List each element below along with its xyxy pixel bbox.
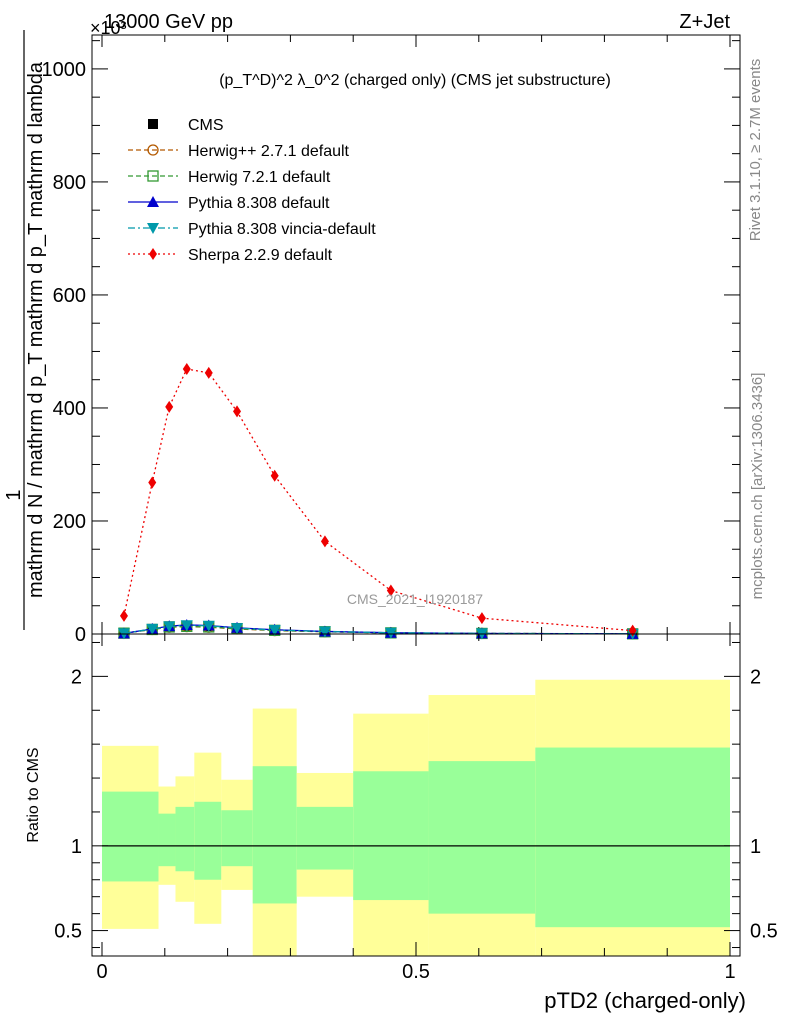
legend-marker bbox=[147, 170, 159, 182]
data-point bbox=[182, 362, 191, 375]
y-tick-label: 800 bbox=[53, 172, 86, 194]
ratio-band-inner bbox=[353, 771, 429, 901]
ratio-axes: 0.5 0.5 1 1 2 2 0 0.5 1 bbox=[54, 634, 778, 983]
ratio-band-inner bbox=[158, 813, 176, 867]
mcplots-label: mcplots.cern.ch [arXiv:1306.3436] bbox=[749, 373, 766, 600]
legend-item: CMS bbox=[148, 117, 224, 134]
legend-marker bbox=[147, 223, 159, 234]
series-pythia-8-308-default bbox=[117, 618, 639, 639]
main-ylabel-numerator: 1 bbox=[3, 489, 25, 500]
legend-marker bbox=[148, 119, 158, 129]
data-point bbox=[163, 621, 176, 633]
data-point bbox=[477, 612, 486, 625]
ratio-band-inner bbox=[535, 747, 730, 928]
data-point bbox=[119, 609, 128, 622]
ratio-band-inner bbox=[102, 791, 159, 882]
plot-title: (p_T^D)^2 λ_0^2 (charged only) (CMS jet … bbox=[219, 72, 611, 89]
x-tick-label: 0.5 bbox=[402, 961, 430, 983]
ratio-y-tick-label: 2 bbox=[71, 666, 82, 688]
y-tick-label: 0 bbox=[75, 624, 86, 646]
ratio-bands bbox=[102, 679, 730, 956]
series-line bbox=[123, 624, 633, 635]
data-point bbox=[204, 366, 213, 379]
data-point bbox=[318, 626, 331, 638]
analysis-watermark: CMS_2021_I1920187 bbox=[347, 591, 483, 607]
rivet-version-label: Rivet 3.1.10, ≥ 2.7M events bbox=[747, 59, 764, 242]
data-point bbox=[202, 620, 215, 632]
xlabel: pTD2 (charged-only) bbox=[544, 988, 746, 1013]
x-tick-label: 0 bbox=[96, 961, 107, 983]
y-tick-label: 400 bbox=[53, 398, 86, 420]
exponent-label: ×10³ bbox=[90, 18, 127, 38]
legend-item: Herwig++ 2.7.1 default bbox=[128, 143, 350, 160]
series-cms bbox=[118, 620, 638, 639]
legend-marker bbox=[149, 248, 157, 260]
process-label: Z+Jet bbox=[679, 11, 730, 33]
main-series-group bbox=[117, 362, 639, 640]
ratio-y-tick-label-right: 1 bbox=[750, 836, 761, 858]
series-herwig-2-7-1-default bbox=[118, 621, 639, 640]
legend-label: Herwig++ 2.7.1 default bbox=[188, 143, 350, 160]
legend-label: CMS bbox=[188, 117, 224, 134]
data-point bbox=[320, 535, 329, 548]
data-point bbox=[148, 476, 157, 489]
legend-item: Pythia 8.308 vincia-default bbox=[128, 221, 376, 238]
data-point bbox=[384, 627, 397, 639]
ratio-band-inner bbox=[296, 806, 354, 870]
legend-item: Pythia 8.308 default bbox=[128, 195, 330, 212]
data-point bbox=[386, 584, 395, 597]
legend-label: Herwig 7.2.1 default bbox=[188, 169, 331, 186]
data-point bbox=[146, 623, 159, 635]
ratio-ylabel: Ratio to CMS bbox=[25, 747, 42, 842]
main-ylabel-denominator: mathrm d N / mathrm d p_T mathrm d p_T m… bbox=[25, 61, 47, 598]
series-sherpa-2-2-9-default bbox=[119, 362, 637, 637]
ratio-y-tick-label: 0.5 bbox=[54, 921, 82, 943]
legend-item: Sherpa 2.2.9 default bbox=[128, 247, 333, 264]
legend: CMS Herwig++ 2.7.1 default Herwig 7.2.1 de… bbox=[128, 117, 376, 264]
ratio-band-inner bbox=[175, 806, 195, 872]
data-point bbox=[165, 400, 174, 413]
series-pythia-8-308-vincia-default bbox=[117, 620, 639, 640]
ratio-y-tick-label: 1 bbox=[71, 836, 82, 858]
y-tick-label: 1000 bbox=[42, 59, 87, 81]
ratio-y-tick-label-right: 2 bbox=[750, 666, 761, 688]
data-point bbox=[268, 625, 281, 637]
main-y-axis: 0 200 400 600 800 1000 bbox=[42, 35, 740, 646]
data-point bbox=[270, 469, 279, 482]
y-tick-label: 600 bbox=[53, 285, 86, 307]
legend-label: Pythia 8.308 vincia-default bbox=[188, 221, 376, 238]
ratio-band-inner bbox=[194, 801, 222, 880]
ratio-band-inner bbox=[221, 810, 253, 867]
ratio-band-inner bbox=[428, 761, 536, 914]
data-point bbox=[233, 405, 242, 418]
data-point bbox=[180, 620, 193, 632]
energy-label: 13000 GeV pp bbox=[104, 11, 233, 33]
ratio-y-tick-label-right: 0.5 bbox=[750, 921, 778, 943]
legend-item: Herwig 7.2.1 default bbox=[128, 169, 331, 186]
legend-label: Sherpa 2.2.9 default bbox=[188, 247, 333, 264]
data-point bbox=[231, 623, 244, 635]
x-tick-label: 1 bbox=[724, 961, 735, 983]
y-tick-label: 200 bbox=[53, 511, 86, 533]
series-herwig-7-2-1-default bbox=[118, 620, 639, 640]
legend-marker bbox=[147, 144, 159, 156]
legend-label: Pythia 8.308 default bbox=[188, 195, 330, 212]
legend-marker bbox=[147, 196, 159, 207]
ratio-band-inner bbox=[252, 766, 297, 904]
